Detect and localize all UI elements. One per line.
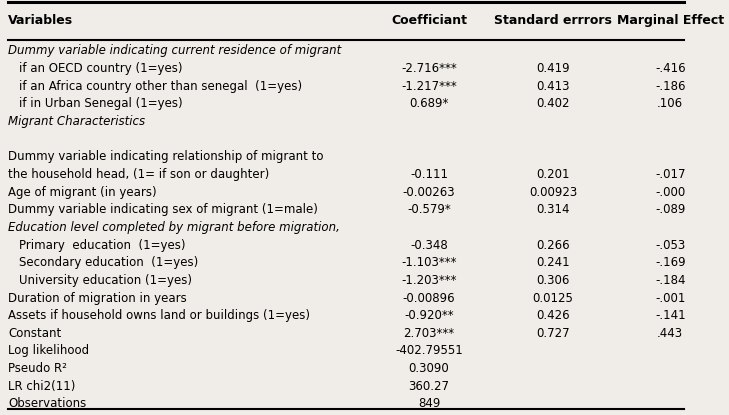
Text: -1.203***: -1.203*** xyxy=(401,274,456,287)
Text: 0.727: 0.727 xyxy=(537,327,570,340)
Text: -402.79551: -402.79551 xyxy=(395,344,463,357)
Text: 0.314: 0.314 xyxy=(537,203,570,216)
Text: Log likelihood: Log likelihood xyxy=(8,344,90,357)
Text: if in Urban Senegal (1=yes): if in Urban Senegal (1=yes) xyxy=(19,98,182,110)
Text: Dummy variable indicating relationship of migrant to: Dummy variable indicating relationship o… xyxy=(8,150,324,164)
Text: 0.241: 0.241 xyxy=(537,256,570,269)
Text: 0.306: 0.306 xyxy=(537,274,570,287)
Text: 0.0125: 0.0125 xyxy=(533,292,574,305)
Text: -.141: -.141 xyxy=(655,309,685,322)
Text: -.017: -.017 xyxy=(655,168,685,181)
Text: 0.689*: 0.689* xyxy=(409,98,448,110)
Text: -1.103***: -1.103*** xyxy=(401,256,456,269)
Text: Coefficiant: Coefficiant xyxy=(391,14,467,27)
Text: Dummy variable indicating current residence of migrant: Dummy variable indicating current reside… xyxy=(8,44,341,58)
Text: Marginal Effect: Marginal Effect xyxy=(617,14,724,27)
Text: Variables: Variables xyxy=(8,14,74,27)
Text: LR chi2(11): LR chi2(11) xyxy=(8,380,76,393)
Text: 0.419: 0.419 xyxy=(537,62,570,75)
Text: Education level completed by migrant before migration,: Education level completed by migrant bef… xyxy=(8,221,340,234)
Text: 0.413: 0.413 xyxy=(537,80,570,93)
Text: -.186: -.186 xyxy=(655,80,685,93)
Text: .443: .443 xyxy=(658,327,683,340)
Text: -1.217***: -1.217*** xyxy=(401,80,457,93)
Text: -.089: -.089 xyxy=(655,203,685,216)
Text: Migrant Characteristics: Migrant Characteristics xyxy=(8,115,145,128)
Text: .106: .106 xyxy=(658,98,683,110)
Text: Pseudo R²: Pseudo R² xyxy=(8,362,67,375)
Text: 849: 849 xyxy=(418,398,440,410)
Text: Age of migrant (in years): Age of migrant (in years) xyxy=(8,186,157,199)
Text: 0.00923: 0.00923 xyxy=(529,186,577,199)
Text: 0.402: 0.402 xyxy=(537,98,570,110)
Text: 2.703***: 2.703*** xyxy=(403,327,454,340)
Text: 0.201: 0.201 xyxy=(537,168,570,181)
Text: 360.27: 360.27 xyxy=(408,380,450,393)
Text: -0.920**: -0.920** xyxy=(404,309,453,322)
Text: -.001: -.001 xyxy=(655,292,685,305)
Text: -.169: -.169 xyxy=(655,256,685,269)
Text: if an Africa country other than senegal  (1=yes): if an Africa country other than senegal … xyxy=(19,80,302,93)
Text: -0.579*: -0.579* xyxy=(407,203,451,216)
Text: -.053: -.053 xyxy=(655,239,685,251)
Text: -.416: -.416 xyxy=(655,62,685,75)
Text: Observations: Observations xyxy=(8,398,87,410)
Text: Primary  education  (1=yes): Primary education (1=yes) xyxy=(19,239,185,251)
Text: Secondary education  (1=yes): Secondary education (1=yes) xyxy=(19,256,198,269)
Text: 0.3090: 0.3090 xyxy=(408,362,449,375)
Text: Duration of migration in years: Duration of migration in years xyxy=(8,292,187,305)
Text: the household head, (1= if son or daughter): the household head, (1= if son or daught… xyxy=(8,168,270,181)
Text: -0.00896: -0.00896 xyxy=(402,292,455,305)
Text: 0.426: 0.426 xyxy=(537,309,570,322)
Text: -0.348: -0.348 xyxy=(410,239,448,251)
Text: -.184: -.184 xyxy=(655,274,685,287)
Text: 0.266: 0.266 xyxy=(537,239,570,251)
Text: -0.00263: -0.00263 xyxy=(402,186,455,199)
Text: University education (1=yes): University education (1=yes) xyxy=(19,274,192,287)
Text: -0.111: -0.111 xyxy=(410,168,448,181)
Text: Assets if household owns land or buildings (1=yes): Assets if household owns land or buildin… xyxy=(8,309,311,322)
Text: -.000: -.000 xyxy=(655,186,685,199)
Text: if an OECD country (1=yes): if an OECD country (1=yes) xyxy=(19,62,182,75)
Text: Standard errrors: Standard errrors xyxy=(494,14,612,27)
Text: Dummy variable indicating sex of migrant (1=male): Dummy variable indicating sex of migrant… xyxy=(8,203,318,216)
Text: -2.716***: -2.716*** xyxy=(401,62,457,75)
Text: Constant: Constant xyxy=(8,327,61,340)
